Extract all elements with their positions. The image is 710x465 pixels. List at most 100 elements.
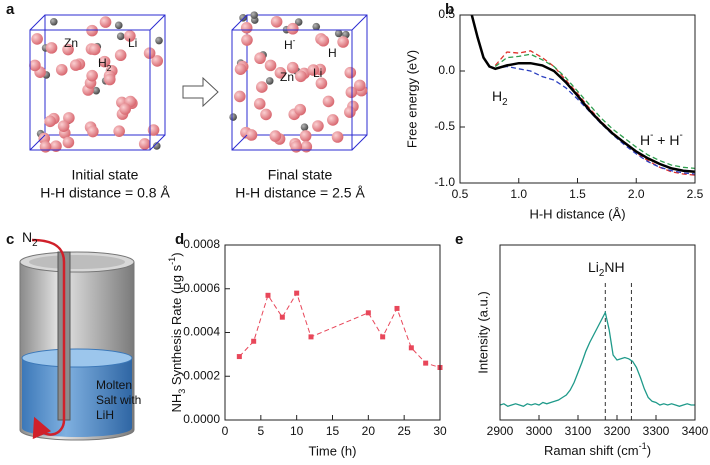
annotation: H2 bbox=[492, 88, 508, 108]
atom bbox=[63, 112, 75, 124]
y-tick-label: 0.0 bbox=[438, 63, 455, 77]
annotation-part: 2 bbox=[599, 268, 604, 279]
atom bbox=[86, 69, 98, 82]
point bbox=[308, 334, 314, 340]
atom bbox=[300, 123, 309, 131]
atom bbox=[264, 59, 277, 72]
caption: H-H distance = 0.8 Å bbox=[40, 185, 170, 201]
x-tick-label: 2900 bbox=[487, 424, 514, 438]
box-front bbox=[231, 14, 368, 151]
atom-label: Li bbox=[313, 66, 322, 80]
atom bbox=[286, 22, 299, 35]
atom bbox=[62, 136, 75, 149]
y-axis-label-part: 3 bbox=[177, 389, 187, 394]
point bbox=[380, 334, 386, 340]
atom bbox=[31, 33, 43, 45]
box-front bbox=[29, 14, 166, 151]
y-axis-label: NH3 Synthesis Rate (μg s-1) bbox=[167, 252, 187, 412]
y-tick-label: -0.5 bbox=[434, 119, 455, 133]
y-tick-label: 0.0008 bbox=[183, 237, 220, 251]
x-tick-label: 3200 bbox=[604, 424, 631, 438]
x-tick-label: 3100 bbox=[565, 424, 592, 438]
atom bbox=[245, 129, 258, 141]
atom bbox=[39, 140, 52, 153]
x-tick-label: 0 bbox=[222, 424, 229, 438]
atom bbox=[229, 113, 237, 121]
panel-letter: d bbox=[175, 231, 184, 248]
atom bbox=[312, 120, 324, 132]
x-tick-label: 15 bbox=[326, 424, 340, 438]
y-axis-label: Intensity (a.u.) bbox=[475, 291, 490, 373]
atom bbox=[113, 125, 125, 137]
point bbox=[423, 360, 429, 366]
atom bbox=[62, 43, 74, 56]
x-axis-label: H-H distance (Å) bbox=[529, 206, 625, 221]
point bbox=[294, 290, 300, 296]
atom bbox=[312, 22, 321, 31]
atom-label: H bbox=[328, 46, 337, 60]
point bbox=[251, 338, 257, 344]
atom-label: Li bbox=[128, 36, 137, 50]
atom bbox=[344, 66, 357, 79]
x-axis-label-part: Raman shift (cm bbox=[544, 443, 639, 458]
reactor-label: Salt with bbox=[96, 393, 141, 407]
atom bbox=[49, 17, 58, 26]
y-tick-label: -1.0 bbox=[434, 175, 455, 189]
atom bbox=[274, 67, 287, 79]
reactor-label: Molten bbox=[96, 378, 132, 392]
plot-frame bbox=[459, 14, 696, 184]
atom bbox=[307, 64, 320, 76]
atom bbox=[241, 34, 253, 46]
y-tick-label: 0.5 bbox=[438, 7, 455, 21]
atom bbox=[44, 115, 56, 128]
annotation-part: + H bbox=[653, 132, 679, 148]
simulation-boxes bbox=[29, 11, 368, 153]
series-line bbox=[470, 15, 695, 174]
point bbox=[265, 292, 271, 298]
series-line bbox=[494, 50, 695, 176]
x-tick-label: 0.5 bbox=[452, 187, 469, 201]
atom bbox=[299, 130, 312, 142]
point bbox=[365, 310, 371, 316]
gas-label-part: 2 bbox=[32, 238, 37, 249]
y-axis-label-part: ) bbox=[169, 252, 184, 256]
y-tick-label: 0.0004 bbox=[183, 325, 220, 339]
x-tick-label: 10 bbox=[290, 424, 304, 438]
atom-label: H2 bbox=[98, 56, 112, 73]
x-tick-label: 5 bbox=[257, 424, 264, 438]
atom-label-part: H bbox=[98, 56, 107, 70]
atom bbox=[345, 86, 358, 99]
atom bbox=[317, 34, 330, 47]
x-tick-label: 20 bbox=[362, 424, 376, 438]
atom bbox=[45, 42, 58, 54]
x-axis-label-part: -1 bbox=[639, 441, 647, 451]
x-axis-label-part: ) bbox=[647, 443, 651, 458]
y-tick-label: 0.0002 bbox=[183, 368, 220, 382]
atom bbox=[294, 103, 306, 116]
point bbox=[279, 314, 285, 320]
annotation: Li2NH bbox=[588, 259, 625, 279]
atom bbox=[98, 55, 111, 68]
atom bbox=[155, 36, 163, 45]
y-axis-label-part: -1 bbox=[167, 257, 177, 265]
atom bbox=[315, 77, 328, 90]
annotation-part: Li bbox=[588, 259, 599, 275]
atom bbox=[253, 98, 266, 110]
atom-label-part: - bbox=[293, 35, 296, 45]
atom bbox=[239, 14, 247, 22]
annotation-part: H bbox=[640, 132, 650, 148]
gas-label: N2 bbox=[22, 229, 38, 249]
atom bbox=[256, 81, 268, 93]
atom bbox=[29, 59, 41, 72]
point bbox=[408, 345, 414, 351]
atom bbox=[294, 18, 303, 26]
series-line bbox=[494, 53, 695, 170]
point bbox=[394, 305, 400, 311]
x-tick-label: 1.5 bbox=[569, 187, 586, 201]
atom bbox=[353, 79, 366, 92]
caption: Final state bbox=[268, 167, 333, 183]
atom-label: H- bbox=[284, 35, 296, 52]
atom bbox=[334, 29, 343, 38]
atom bbox=[92, 86, 101, 95]
atom bbox=[116, 32, 125, 41]
